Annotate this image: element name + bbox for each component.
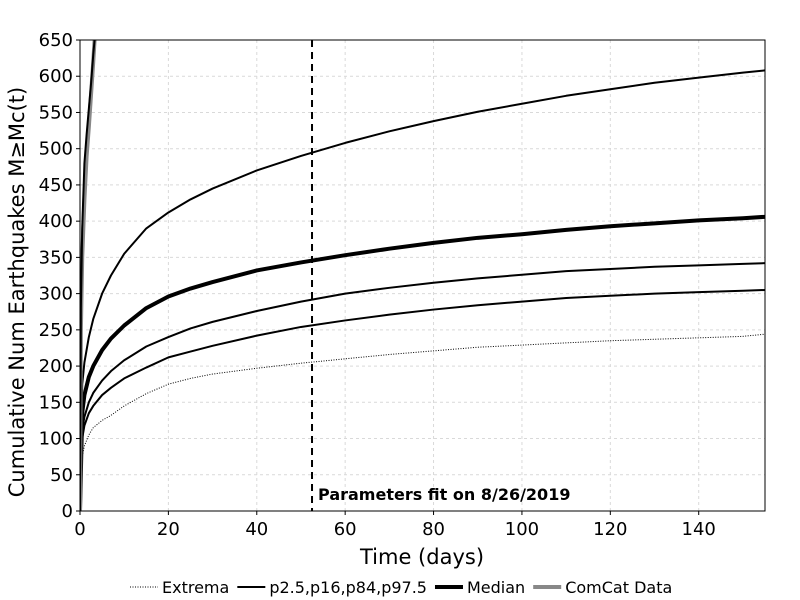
y-tick-labels: 0 50 100 150 200 250 300 350 400 450 500 550 600 650	[39, 30, 80, 522]
fit-date-annotation: Parameters fit on 8/26/2019	[318, 485, 570, 504]
y-tick-label: 50	[50, 465, 73, 486]
plot-frame	[79, 39, 766, 512]
x-tick-label: 20	[157, 519, 180, 540]
y-tick-label: 400	[39, 211, 73, 232]
x-tick-label: 100	[505, 519, 539, 540]
series-lines	[80, 40, 765, 511]
y-tick-label: 500	[39, 139, 73, 160]
y-tick-label: 600	[39, 66, 73, 87]
series-line-2	[80, 262, 765, 511]
plot-background	[80, 40, 765, 511]
x-tick-label: 120	[593, 519, 627, 540]
x-tick-label: 0	[74, 519, 85, 540]
y-tick-label: 450	[39, 175, 73, 196]
series-line-0	[80, 333, 765, 511]
x-axis-title: Time (days)	[359, 545, 484, 569]
x-tick-label: 80	[422, 519, 445, 540]
y-axis-title: Cumulative Num Earthquakes M≥Mc(t)	[5, 87, 29, 497]
grid-lines	[80, 40, 765, 511]
y-tick-label: 0	[62, 501, 73, 522]
y-tick-label: 350	[39, 247, 73, 268]
x-tick-label: 40	[245, 519, 268, 540]
legend-label: ComCat Data	[565, 578, 672, 597]
x-tick-label: 140	[682, 519, 716, 540]
y-tick-label: 300	[39, 284, 73, 305]
series-line-3	[80, 69, 765, 511]
legend: Extrema p2.5,p16,p84,p97.5 Median ComCat Da…	[130, 578, 672, 597]
x-tick-labels: 0 20 40 60 80 100 120 140	[74, 511, 716, 540]
y-tick-label: 100	[39, 429, 73, 450]
legend-label: Extrema	[162, 578, 229, 597]
y-tick-label: 250	[39, 320, 73, 341]
y-tick-label: 150	[39, 392, 73, 413]
legend-label: p2.5,p16,p84,p97.5	[269, 578, 427, 597]
y-tick-label: 200	[39, 356, 73, 377]
y-tick-label: 550	[39, 102, 73, 123]
y-tick-label: 650	[39, 30, 73, 51]
x-tick-label: 60	[334, 519, 357, 540]
series-line-1	[80, 288, 765, 511]
legend-label: Median	[467, 578, 525, 597]
series-line-6	[80, 40, 96, 511]
series-line-4	[80, 214, 765, 511]
